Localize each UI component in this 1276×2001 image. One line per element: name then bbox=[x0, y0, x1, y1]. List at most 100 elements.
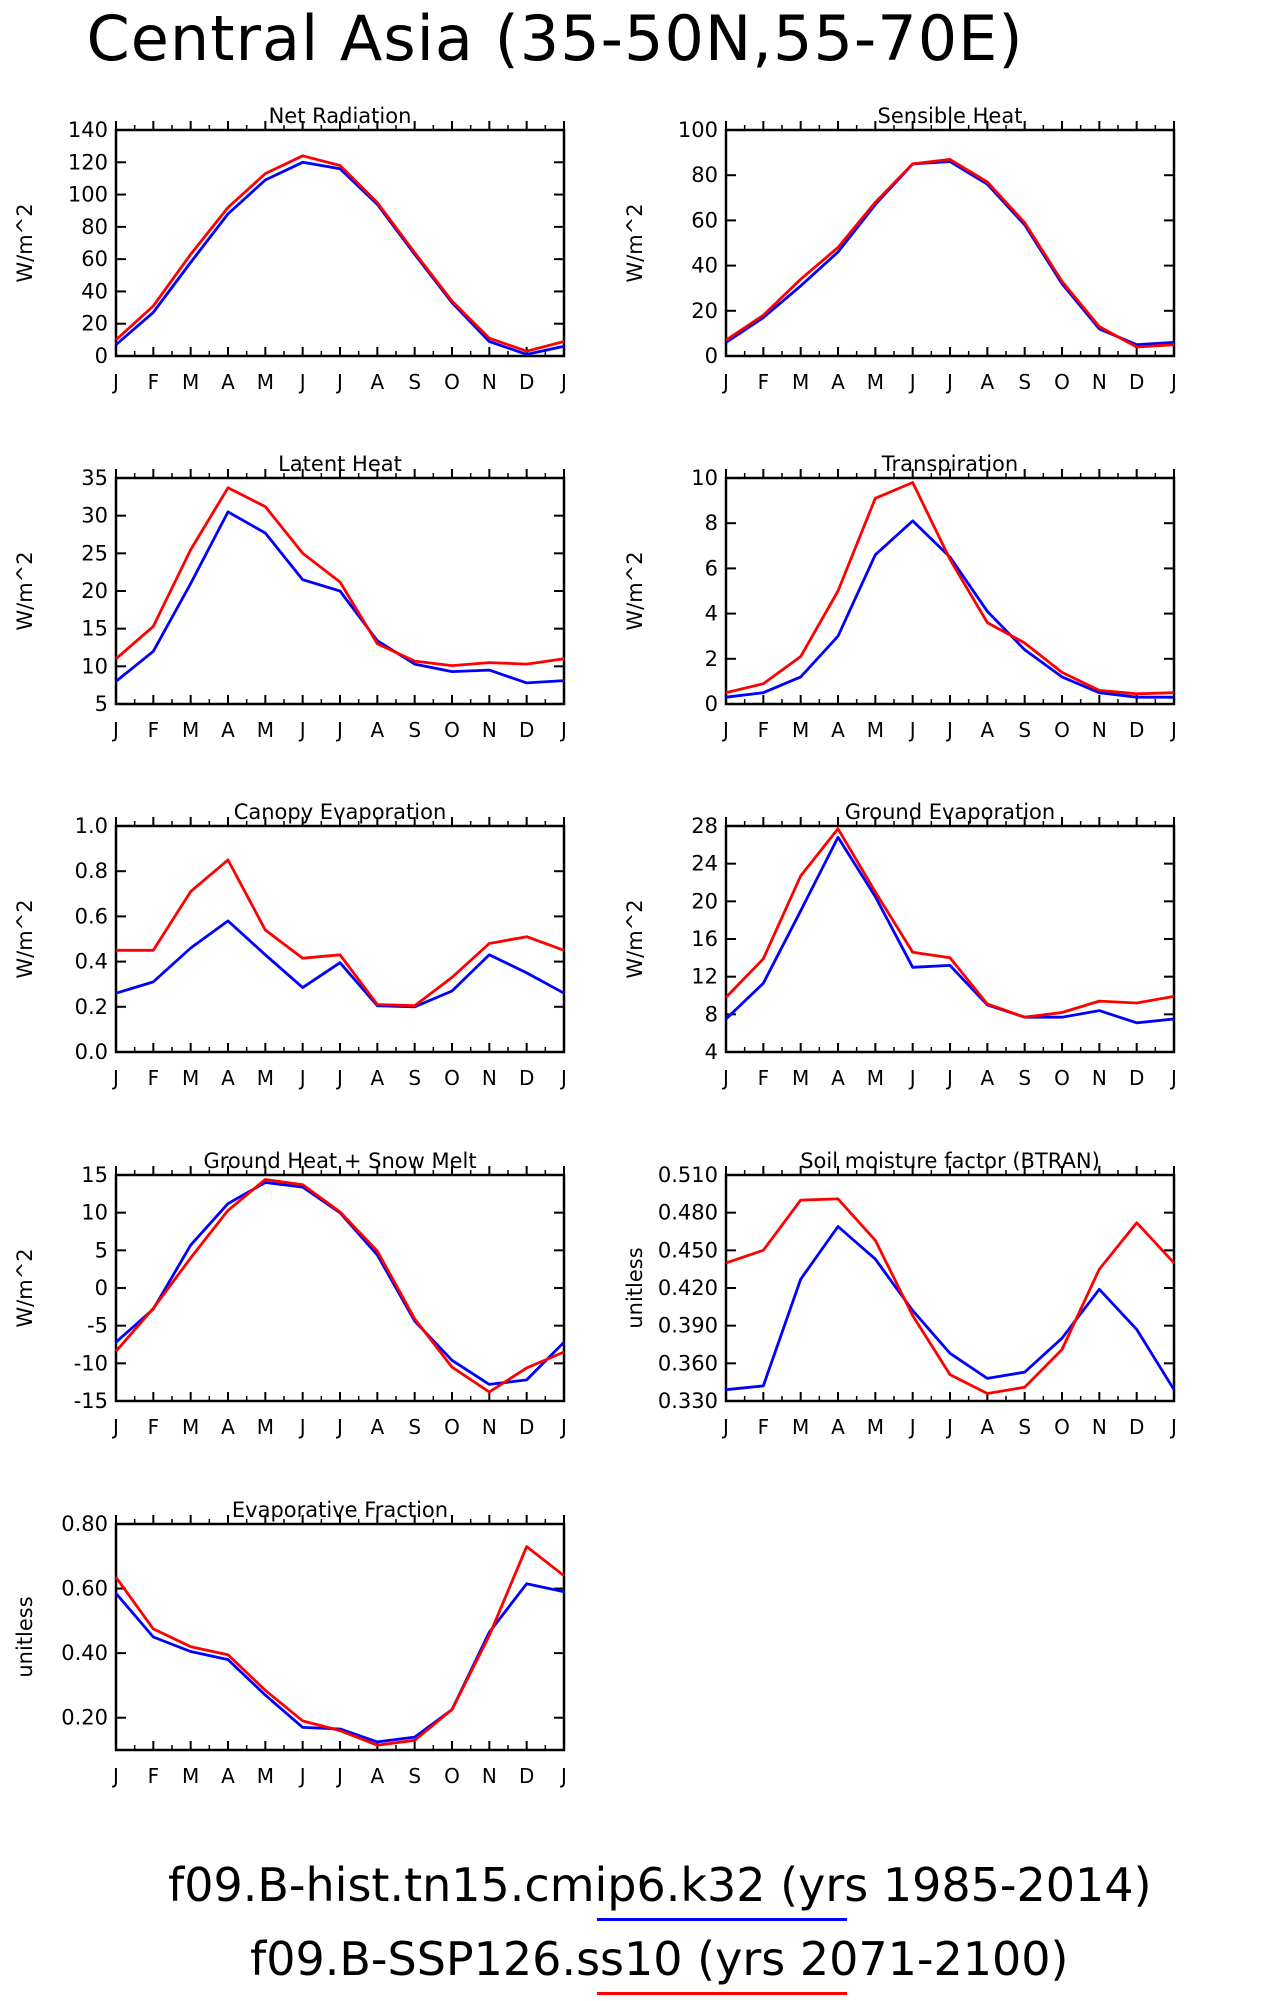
x-tick-label: J bbox=[298, 370, 306, 394]
y-tick-label: 0.6 bbox=[75, 904, 108, 928]
series-line-hist bbox=[115, 919, 565, 1009]
x-tick-label: N bbox=[482, 370, 497, 394]
y-tick-label: 6 bbox=[705, 556, 718, 580]
x-tick-label: J bbox=[721, 718, 729, 742]
x-tick-label: D bbox=[1129, 370, 1144, 394]
x-tick-label: A bbox=[831, 370, 845, 394]
y-tick-label: 0.0 bbox=[75, 1040, 108, 1064]
legend-ssp-line bbox=[597, 1992, 847, 1995]
y-tick-label: -5 bbox=[87, 1314, 108, 1338]
y-tick-label: 20 bbox=[81, 312, 108, 336]
x-tick-label: N bbox=[482, 1066, 497, 1090]
y-tick-label: 28 bbox=[691, 814, 718, 838]
x-tick-label: J bbox=[1169, 370, 1177, 394]
x-tick-label: M bbox=[182, 370, 199, 394]
x-tick-label: A bbox=[221, 718, 235, 742]
y-tick-label: 8 bbox=[705, 1002, 718, 1026]
y-tick-label: 35 bbox=[81, 466, 108, 490]
x-tick-label: A bbox=[980, 1415, 994, 1439]
y-tick-label: 0.480 bbox=[658, 1201, 718, 1225]
y-tick-label: 30 bbox=[81, 504, 108, 528]
x-tick-label: O bbox=[1054, 1415, 1070, 1439]
x-tick-label: M bbox=[182, 1066, 199, 1090]
y-tick-label: 5 bbox=[95, 1238, 108, 1262]
y-tick-label: 12 bbox=[691, 965, 718, 989]
y-axis-label: W/m^2 bbox=[13, 899, 37, 978]
x-tick-label: D bbox=[519, 1764, 534, 1788]
y-axis-label: unitless bbox=[623, 1247, 647, 1328]
series-line-hist bbox=[725, 835, 1175, 1025]
y-tick-label: 60 bbox=[691, 208, 718, 232]
x-tick-label: F bbox=[758, 718, 770, 742]
x-tick-label: J bbox=[298, 1764, 306, 1788]
x-tick-label: F bbox=[148, 1415, 160, 1439]
x-tick-label: J bbox=[111, 1415, 119, 1439]
x-tick-label: J bbox=[335, 1066, 343, 1090]
x-tick-label: N bbox=[1092, 1415, 1107, 1439]
x-tick-label: A bbox=[221, 1066, 235, 1090]
x-tick-label: M bbox=[792, 718, 809, 742]
x-tick-label: N bbox=[482, 1764, 497, 1788]
x-tick-label: O bbox=[1054, 370, 1070, 394]
y-tick-label: 0 bbox=[95, 344, 108, 368]
series-line-ssp bbox=[725, 1197, 1176, 1395]
x-tick-label: M bbox=[867, 718, 884, 742]
y-tick-label: 40 bbox=[691, 254, 718, 278]
x-tick-label: D bbox=[1129, 1066, 1144, 1090]
series-line-hist bbox=[115, 160, 565, 356]
x-tick-label: J bbox=[721, 370, 729, 394]
x-tick-label: A bbox=[831, 1415, 845, 1439]
x-tick-label: S bbox=[1018, 370, 1031, 394]
x-tick-label: J bbox=[335, 370, 343, 394]
y-tick-label: 24 bbox=[691, 852, 718, 876]
x-tick-label: M bbox=[257, 1764, 274, 1788]
x-tick-label: N bbox=[482, 1415, 497, 1439]
series-line-ssp bbox=[724, 827, 1175, 1019]
x-tick-label: J bbox=[908, 1415, 916, 1439]
x-tick-label: J bbox=[945, 1066, 953, 1090]
x-tick-label: N bbox=[1092, 1066, 1107, 1090]
x-tick-label: A bbox=[221, 370, 235, 394]
x-tick-label: M bbox=[792, 1415, 809, 1439]
x-tick-label: J bbox=[559, 718, 567, 742]
x-tick-label: M bbox=[867, 1066, 884, 1090]
y-tick-label: 15 bbox=[81, 617, 108, 641]
legend-hist-label: f09.B-hist.tn15.cmip6.k32 (yrs 1985-2014… bbox=[168, 1858, 1152, 1912]
x-tick-label: A bbox=[370, 1415, 384, 1439]
y-axis-label: W/m^2 bbox=[13, 551, 37, 630]
x-tick-label: J bbox=[721, 1066, 729, 1090]
x-tick-label: M bbox=[867, 370, 884, 394]
x-tick-label: M bbox=[257, 370, 274, 394]
series-line-ssp bbox=[116, 858, 565, 1008]
x-tick-label: A bbox=[980, 370, 994, 394]
y-tick-label: 4 bbox=[705, 602, 718, 626]
x-tick-label: M bbox=[182, 1415, 199, 1439]
y-tick-label: -10 bbox=[74, 1351, 108, 1375]
y-tick-label: 20 bbox=[691, 299, 718, 323]
x-tick-label: S bbox=[1018, 718, 1031, 742]
x-tick-label: J bbox=[908, 370, 916, 394]
series-line-ssp bbox=[115, 154, 565, 353]
x-tick-label: J bbox=[559, 370, 567, 394]
y-axis-label: W/m^2 bbox=[623, 899, 647, 978]
x-tick-label: J bbox=[298, 1415, 306, 1439]
legend-hist-line bbox=[597, 1918, 847, 1921]
x-tick-label: J bbox=[559, 1066, 567, 1090]
x-tick-label: A bbox=[221, 1764, 235, 1788]
x-tick-label: M bbox=[182, 1764, 199, 1788]
x-tick-label: J bbox=[1169, 1415, 1177, 1439]
x-tick-label: J bbox=[945, 718, 953, 742]
y-tick-label: 120 bbox=[68, 150, 108, 174]
series-line-ssp bbox=[114, 1178, 565, 1394]
y-tick-label: 80 bbox=[81, 215, 108, 239]
y-tick-label: 4 bbox=[705, 1040, 718, 1064]
y-tick-label: 100 bbox=[678, 118, 718, 142]
y-tick-label: 0 bbox=[95, 1276, 108, 1300]
y-tick-label: 0 bbox=[705, 344, 718, 368]
x-tick-label: A bbox=[980, 718, 994, 742]
